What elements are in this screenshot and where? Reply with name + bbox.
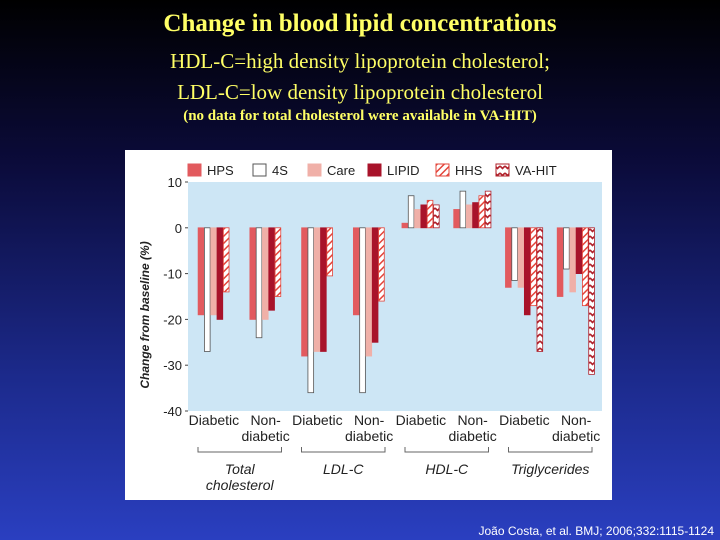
y-tick-label: 0 — [175, 221, 182, 236]
bar-hps — [249, 227, 256, 320]
x-subgroup-label: Non- — [561, 412, 592, 428]
bar-hps — [556, 227, 564, 297]
bar-hps — [352, 227, 360, 316]
x-subgroup-label: diabetic — [552, 428, 600, 444]
bar-lipid — [523, 227, 531, 316]
y-tick-label: -10 — [163, 267, 182, 282]
x-group-label: HDL-C — [425, 461, 469, 477]
legend-swatch-care — [307, 163, 322, 177]
legend-label-4s: 4S — [272, 163, 288, 178]
x-group-bracket — [301, 447, 386, 453]
bar-lipid — [320, 227, 327, 352]
x-group-label: cholesterol — [206, 477, 275, 493]
bar-hhs — [274, 227, 282, 297]
x-subgroup-label: diabetic — [345, 428, 393, 444]
bar-va-hit — [536, 227, 544, 352]
slide-note: (no data for total cholesterol were avai… — [183, 108, 537, 124]
legend-label-hps: HPS — [207, 163, 234, 178]
bar-4s — [359, 227, 366, 394]
bar-lipid — [420, 204, 427, 229]
bar-4s — [563, 227, 570, 270]
bar-care — [517, 227, 525, 288]
chart-panel: HPS 4S Care LIPID HHS VA-HIT 10 0 -10 -20 -30 -40 … — [125, 150, 612, 500]
chart-legend: HPS 4S Care LIPID HHS VA-HIT — [187, 163, 557, 178]
legend-swatch-hhs — [435, 163, 450, 177]
bar-hhs — [326, 227, 333, 277]
bar-4s — [511, 227, 518, 281]
bar-hhs — [426, 199, 434, 229]
y-axis-ticks: 10 0 -10 -20 -30 -40 — [163, 175, 188, 419]
bar-hhs — [222, 227, 230, 293]
bar-hhs — [530, 227, 537, 307]
bar-hhs — [378, 227, 385, 302]
bar-hps — [301, 227, 308, 357]
slide-subtitle-ldl: LDL-C=low density lipoprotein cholestero… — [177, 80, 543, 104]
bar-lipid — [472, 202, 479, 229]
bar-va-hit — [588, 227, 595, 375]
bar-care — [414, 209, 421, 229]
y-tick-label: -40 — [163, 404, 182, 419]
bar-care — [365, 227, 373, 357]
bar-4s — [407, 195, 415, 229]
x-group-bracket — [404, 447, 489, 453]
bar-4s — [459, 190, 467, 229]
x-group-label: LDL-C — [323, 461, 364, 477]
x-subgroup-label: Diabetic — [396, 412, 447, 428]
x-group-bracket — [508, 447, 593, 453]
bar-chart: HPS 4S Care LIPID HHS VA-HIT 100-10-20-30-40 … — [138, 163, 602, 493]
x-subgroup-label: Non- — [250, 412, 281, 428]
x-subgroup-label: Diabetic — [292, 412, 343, 428]
slide-title: Change in blood lipid concentrations — [163, 10, 557, 37]
citation: João Costa, et al. BMJ; 2006;332:1115-11… — [478, 524, 715, 538]
bar-hhs — [582, 227, 589, 307]
bar-lipid — [575, 227, 583, 275]
bar-4s — [255, 227, 263, 339]
x-subgroup-label: Non- — [457, 412, 488, 428]
bar-va-hit — [433, 204, 440, 229]
x-group-bracket — [197, 447, 282, 453]
bar-hps — [197, 227, 205, 316]
x-group-label: Triglycerides — [511, 461, 589, 477]
bar-4s — [307, 227, 315, 394]
bar-care — [569, 227, 576, 293]
legend-label-hhs: HHS — [455, 163, 483, 178]
x-subgroup-label: diabetic — [448, 428, 496, 444]
legend-swatch-va-hit — [495, 163, 510, 177]
bar-care — [210, 227, 217, 316]
y-tick-label: -20 — [163, 312, 182, 327]
bar-lipid — [268, 227, 275, 311]
x-group-label: Total — [225, 461, 256, 477]
bar-hps — [505, 227, 512, 288]
slide-subtitle-hdl: HDL-C=high density lipoprotein cholester… — [170, 49, 550, 73]
y-tick-label: -30 — [163, 358, 182, 373]
bar-4s — [204, 227, 211, 352]
bar-va-hit — [484, 190, 492, 229]
bar-hps — [401, 222, 409, 229]
bar-lipid — [371, 227, 379, 343]
bar-lipid — [216, 227, 224, 320]
y-tick-label: 10 — [168, 175, 182, 190]
x-subgroup-label: Diabetic — [499, 412, 550, 428]
legend-label-va-hit: VA-HIT — [515, 163, 557, 178]
bar-care — [465, 204, 473, 229]
x-subgroup-label: diabetic — [241, 428, 289, 444]
bar-care — [262, 227, 269, 320]
x-subgroup-label: Diabetic — [189, 412, 240, 428]
legend-swatch-4s — [252, 163, 267, 177]
bar-series — [197, 190, 595, 394]
bar-hps — [453, 209, 460, 229]
legend-label-lipid: LIPID — [387, 163, 420, 178]
legend-swatch-lipid — [367, 163, 382, 177]
y-axis-label: Change from baseline (%) — [138, 241, 152, 388]
bar-care — [313, 227, 321, 352]
legend-label-care: Care — [327, 163, 355, 178]
x-subgroup-label: Non- — [354, 412, 385, 428]
bar-hhs — [478, 195, 486, 229]
legend-swatch-hps — [187, 163, 202, 177]
